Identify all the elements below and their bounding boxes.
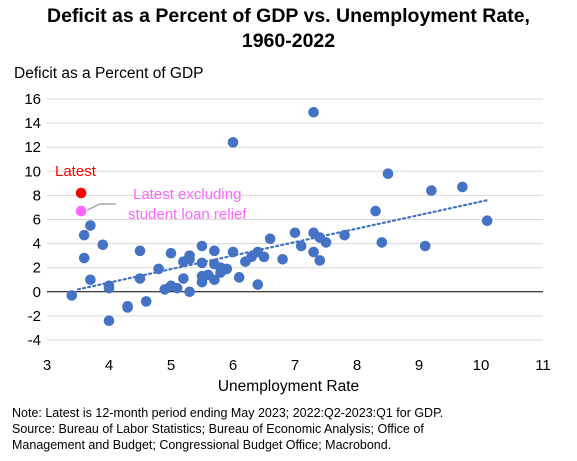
y-tick-label: -4 [28,332,41,349]
note-line-2: Source: Bureau of Labor Statistics; Bure… [12,422,424,436]
data-point [103,280,115,292]
data-point [308,106,319,118]
y-tick-label: 12 [24,139,41,156]
data-point [370,205,381,217]
latest-excluding-label-line2: student loan relief [128,206,247,223]
data-point [78,229,90,241]
note-block: Note: Latest is 12-month period ending M… [12,405,572,453]
data-point [233,272,245,283]
note-line-3: Management and Budget; Congressional Bud… [12,438,392,452]
data-point [314,255,326,266]
axes: -4 -2 0 2 4 6 8 10 12 14 16 3 4 5 6 7 8 9 10 11 [24,91,550,374]
data-point [264,233,276,245]
latest-excluding-label-line1: Latest excluding [133,186,241,203]
y-tick-label: 2 [33,260,41,277]
data-point [320,237,332,248]
data-point [227,246,239,258]
x-tick-label: 7 [291,357,299,374]
data-point [178,273,189,284]
data-point [196,276,208,288]
data-point [66,290,78,301]
data-point [85,220,96,231]
x-tick-label: 4 [105,357,113,374]
data-point [153,263,164,275]
y-tick-label: 0 [33,284,41,301]
data-point [221,263,233,275]
y-tick-label: 14 [24,115,41,132]
data-point [339,229,350,241]
data-point [85,274,96,286]
chart-title: Deficit as a Percent of GDP vs. Unemploy… [0,4,577,54]
data-point [122,300,133,312]
x-tick-label: 5 [167,357,175,374]
x-tick-label: 8 [353,357,361,374]
data-point [382,168,394,180]
data-point [227,137,239,148]
data-point [252,279,264,290]
data-point [277,253,288,265]
data-point [209,245,220,257]
trendline [76,199,489,291]
x-axis-label: Unemployment Rate [217,378,360,395]
points-group [66,106,493,327]
data-point [209,274,220,286]
latest-point [75,187,87,199]
x-tick-label: 6 [229,357,237,374]
data-point [457,181,468,193]
data-point [426,185,437,196]
data-point [289,227,301,239]
y-tick-label: -2 [28,308,41,325]
data-point [171,282,183,294]
data-point [97,239,109,251]
y-tick-label: 10 [24,163,41,180]
grid-lines [47,98,543,341]
latest-excluding-point [75,205,87,217]
data-point [308,246,319,258]
data-point [258,251,270,263]
data-point [103,315,115,327]
data-point [134,245,146,257]
y-tick-label: 16 [24,91,41,108]
x-tick-label: 9 [415,357,423,374]
data-point [134,273,146,284]
data-point [295,240,307,252]
x-tick-label: 3 [43,357,51,374]
data-point [184,286,195,298]
data-point [140,296,152,307]
chart-title-line2: 1960-2022 [241,30,336,52]
data-point [184,253,195,265]
y-tick-label: 4 [33,236,41,253]
data-point [419,240,431,252]
x-tick-label: 11 [535,357,551,374]
data-point [196,257,208,269]
trendline-group [76,199,489,291]
y-tick-label: 6 [33,212,41,229]
data-point [376,237,388,248]
note-line-1: Note: Latest is 12-month period ending M… [12,406,444,420]
y-tick-label: 8 [33,187,41,204]
y-axis-label: Deficit as a Percent of GDP [14,65,204,82]
data-point [481,215,493,227]
latest-label: Latest [55,163,97,180]
data-point [165,247,177,259]
chart-title-line1: Deficit as a Percent of GDP vs. Unemploy… [47,5,530,27]
data-point [78,252,90,264]
x-tick-label: 10 [473,357,490,374]
annotations-group: Latest Latest excluding student loan relie… [55,163,247,223]
data-point [196,240,208,252]
leader-line [86,203,116,211]
